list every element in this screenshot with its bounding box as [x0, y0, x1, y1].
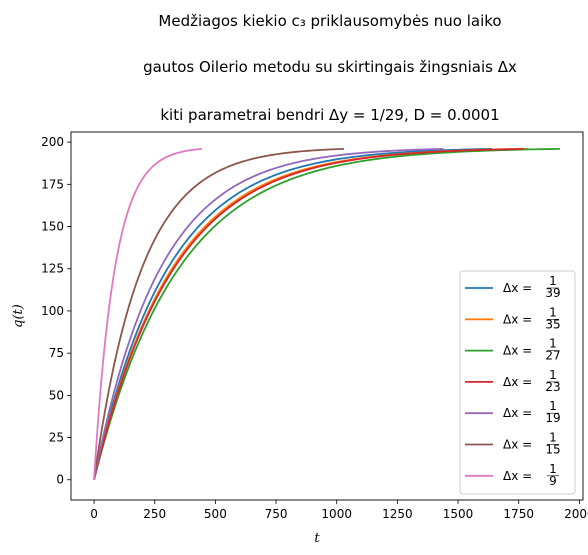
legend-label-1: Δx = [503, 281, 532, 295]
legend-box [459, 270, 576, 495]
x-tick-label: 1000 [321, 507, 352, 521]
y-tick-label: 75 [49, 346, 64, 360]
series-line-1 [93, 147, 493, 480]
y-tick-label: 50 [49, 388, 64, 402]
legend-fraction-denominator: 27 [545, 349, 560, 363]
legend-fraction-denominator: 35 [545, 317, 560, 331]
y-tick-label: 25 [49, 431, 64, 445]
legend-fraction-numerator: 1 [549, 337, 557, 351]
chart-title-line-1: Medžiagos kiekio c₃ priklausomybės nuo l… [158, 12, 502, 30]
legend-fraction-denominator: 15 [545, 443, 560, 457]
series-line-7 [93, 147, 203, 480]
x-tick-label: 1250 [382, 507, 413, 521]
series-layer [93, 147, 560, 480]
y-tick-label: 200 [41, 135, 64, 149]
legend-label-5: Δx = [503, 406, 532, 420]
legend-fraction-denominator: 39 [545, 286, 560, 300]
legend-fraction-denominator: 9 [549, 474, 557, 488]
chart-title-line-2: gautos Oilerio metodu su skirtingais žin… [143, 58, 517, 76]
series-line-6 [93, 147, 345, 480]
legend-fraction-denominator: 19 [545, 411, 560, 425]
legend-label-4: Δx = [503, 375, 532, 389]
series-line-4 [93, 147, 524, 480]
x-tick-label: 750 [265, 507, 288, 521]
legend-label-3: Δx = [503, 344, 532, 358]
y-tick-label: 175 [41, 177, 64, 191]
y-tick-label: 0 [56, 473, 64, 487]
x-tick-label: 1750 [503, 507, 534, 521]
x-tick-label: 0 [90, 507, 98, 521]
legend-fraction-denominator: 23 [545, 380, 560, 394]
legend-label-6: Δx = [503, 438, 532, 452]
y-tick-label: 125 [41, 262, 64, 276]
legend-label-2: Δx = [503, 312, 532, 326]
chart-title-line-3: kiti parametrai bendri Δy = 1/29, D = 0.… [160, 106, 500, 124]
legend-label-7: Δx = [503, 469, 532, 483]
y-tick-label: 150 [41, 220, 64, 234]
legend-fraction-numerator: 1 [549, 431, 557, 445]
legend-fraction-numerator: 1 [549, 462, 557, 476]
y-axis-label: q(t) [11, 304, 26, 328]
plot-frame [70, 131, 584, 501]
legend-fraction-numerator: 1 [549, 368, 557, 382]
x-tick-label: 500 [204, 507, 227, 521]
x-axis-label: t [314, 531, 320, 546]
legend-fraction-numerator: 1 [549, 274, 557, 288]
y-tick-label: 100 [41, 304, 64, 318]
legend-fraction-numerator: 1 [549, 399, 557, 413]
y-axis-ticks: 0 25 50 75 100 125 150 175 200 [41, 135, 71, 487]
x-tick-label: 1500 [443, 507, 474, 521]
legend-fraction-numerator: 1 [549, 305, 557, 319]
series-line-5 [93, 147, 444, 480]
x-tick-label: 250 [143, 507, 166, 521]
